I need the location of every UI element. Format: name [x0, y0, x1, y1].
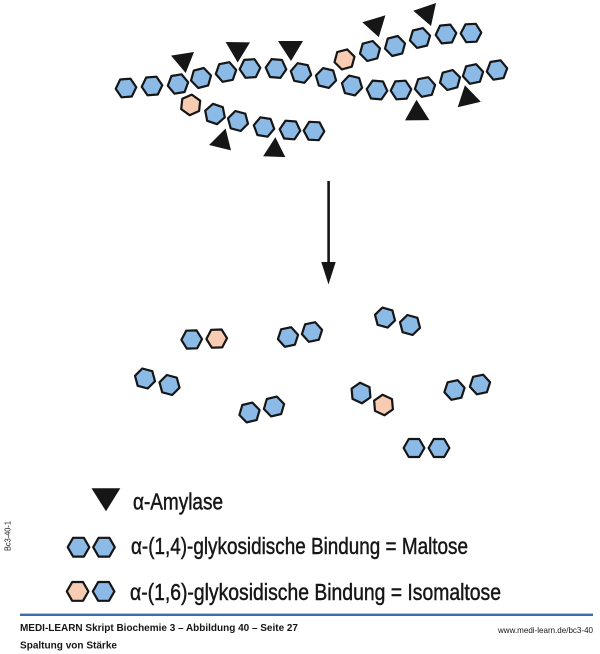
svg-text:α-(1,6)-glykosidische Bindung: α-(1,6)-glykosidische Bindung = Isomalto… — [130, 579, 501, 605]
svg-text:Bc3-40-1: Bc3-40-1 — [3, 521, 13, 551]
svg-text:www.medi-learn.de/bc3-40: www.medi-learn.de/bc3-40 — [497, 625, 593, 635]
svg-text:MEDI-LEARN Skript Biochemie 3: MEDI-LEARN Skript Biochemie 3 – Abbildun… — [20, 623, 298, 634]
svg-text:α-(1,4)-glykosidische Bindung: α-(1,4)-glykosidische Bindung = Maltose — [131, 533, 468, 559]
svg-text:α-Amylase: α-Amylase — [133, 489, 223, 515]
svg-text:Spaltung von Stärke: Spaltung von Stärke — [20, 641, 117, 652]
